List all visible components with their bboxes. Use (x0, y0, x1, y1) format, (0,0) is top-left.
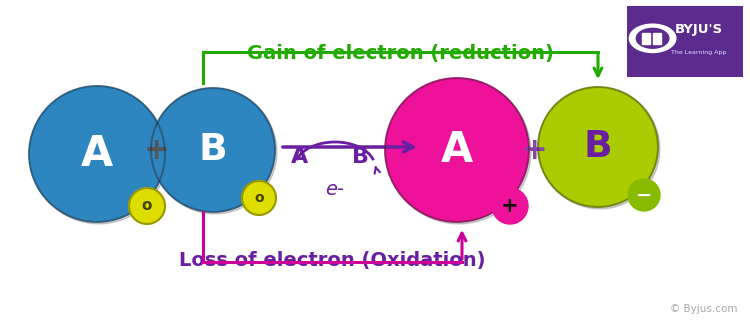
Text: © Byjus.com: © Byjus.com (670, 304, 738, 314)
Text: +: + (522, 136, 548, 165)
Circle shape (636, 28, 669, 48)
Text: B: B (199, 132, 227, 168)
Text: B: B (352, 147, 368, 167)
Text: B: B (584, 129, 612, 165)
Circle shape (129, 188, 165, 224)
Text: A: A (81, 133, 113, 175)
Text: BYJU'S: BYJU'S (675, 23, 723, 36)
Text: Gain of electron (reduction): Gain of electron (reduction) (247, 44, 554, 63)
Circle shape (629, 24, 676, 52)
Bar (642, 33, 650, 44)
Circle shape (387, 80, 531, 224)
Text: −: − (636, 185, 652, 204)
Circle shape (153, 90, 277, 214)
Circle shape (151, 88, 275, 212)
Bar (652, 33, 661, 44)
FancyBboxPatch shape (622, 4, 748, 80)
Text: Loss of electron (Oxidation): Loss of electron (Oxidation) (179, 251, 486, 270)
Text: A: A (291, 147, 309, 167)
Text: +: + (501, 196, 519, 216)
Text: The Learning App: The Learning App (671, 50, 727, 55)
Circle shape (492, 188, 528, 224)
Circle shape (538, 87, 658, 207)
Text: +: + (144, 136, 170, 165)
Circle shape (385, 78, 529, 222)
Circle shape (628, 179, 660, 211)
Circle shape (540, 89, 660, 209)
Text: A: A (441, 129, 473, 171)
Circle shape (31, 88, 167, 224)
Circle shape (242, 181, 276, 215)
Circle shape (29, 86, 165, 222)
Text: o: o (254, 191, 264, 205)
Text: e-: e- (326, 179, 344, 198)
Text: o: o (142, 198, 152, 213)
